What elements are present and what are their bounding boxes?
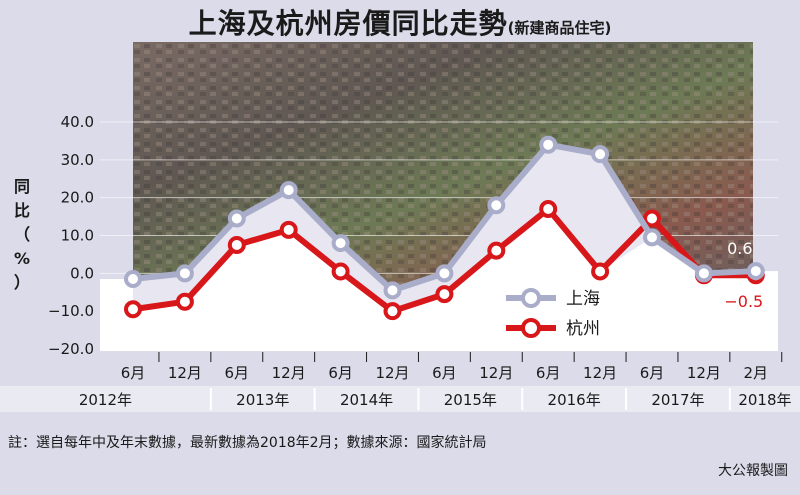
data-point [227,209,246,228]
x-tick-label: 6月 [121,364,146,382]
data-point [435,264,454,283]
data-labels: 0.6 −0.5 [724,239,763,311]
data-point [746,262,765,281]
year-label: 2013年 [236,391,289,409]
data-point [694,264,713,283]
chart-title-block: 上海及杭州房價同比走勢(新建商品住宅) [0,2,800,42]
data-point [539,200,558,219]
data-point [487,196,506,215]
data-point [227,235,246,254]
data-point [487,241,506,260]
data-label: 0.6 [727,239,752,258]
year-band: 2012年 2013年 2014年 2015年 2016年 2017年 2018年 [0,386,800,412]
x-tick-label: 6月 [432,364,457,382]
x-tick-label: 2月 [744,364,769,382]
x-tick-label: 12月 [272,364,306,382]
y-axis-label-char: % [14,249,30,268]
data-point [175,264,194,283]
data-point [591,262,610,281]
chart-subtitle: (新建商品住宅) [507,19,612,37]
chart-title: 上海及杭州房價同比走勢 [188,7,508,40]
x-tick-label: 6月 [328,364,353,382]
x-tick-label: 12月 [583,364,617,382]
data-point [591,145,610,164]
y-axis-label-char: 比 [14,201,30,220]
year-label: 2018年 [738,391,791,409]
year-label: 2014年 [340,391,393,409]
y-axis-label: 同比 （% ） [14,177,30,292]
x-tick-label: 12月 [375,364,409,382]
data-point [279,220,298,239]
data-point [279,181,298,200]
x-tick-label: 12月 [168,364,202,382]
x-tick-label: 6月 [225,364,250,382]
y-tick-label: 0.0 [70,264,94,282]
legend-label: 杭州 [566,319,600,339]
data-point [383,281,402,300]
data-point [331,234,350,253]
data-point [539,135,558,154]
x-tick-label: 6月 [640,364,665,382]
x-tick-label: 12月 [687,364,721,382]
year-band-bg [0,386,800,412]
legend-swatch-marker [521,288,541,308]
y-tick-label: 10.0 [61,227,94,245]
data-point [643,209,661,228]
year-label: 2017年 [651,391,704,409]
data-point [643,228,661,247]
footnote: 註：選自每年中及年末數據，最新數據為2018年2月；數據來源：國家統計局 [8,435,487,451]
data-point [435,285,454,304]
x-tick-label: 12月 [479,364,513,382]
x-axis-ticks: 6月 12月 6月 12月 6月 12月 6月 12月 6月 12月 6月 12月 2月 [121,352,783,382]
y-axis-label-char: ） [14,273,30,292]
x-tick-label: 6月 [536,364,561,382]
y-tick-label: 20.0 [61,189,94,207]
data-point [175,292,194,311]
data-point [124,270,142,289]
y-tick-label: 40.0 [61,113,94,131]
y-axis-ticks: 40.0 30.0 20.0 10.0 0.0 −10.0 −20.0 [48,113,94,358]
year-label: 2012年 [79,391,132,409]
legend-swatch-marker [521,318,541,338]
y-tick-label: −20.0 [48,340,94,358]
data-point [124,300,142,319]
y-tick-label: 30.0 [61,151,94,169]
y-axis-label-char: （ [14,225,30,244]
y-tick-label: −10.0 [48,302,94,320]
year-label: 2016年 [548,391,601,409]
legend-label: 上海 [566,289,600,309]
y-axis-label-char: 同 [14,177,30,196]
data-label: −0.5 [724,292,763,311]
data-point [331,262,350,281]
credit-text: 大公報製圖 [718,463,788,479]
series-lines [124,135,765,321]
year-label: 2015年 [444,391,497,409]
data-point [383,302,402,321]
